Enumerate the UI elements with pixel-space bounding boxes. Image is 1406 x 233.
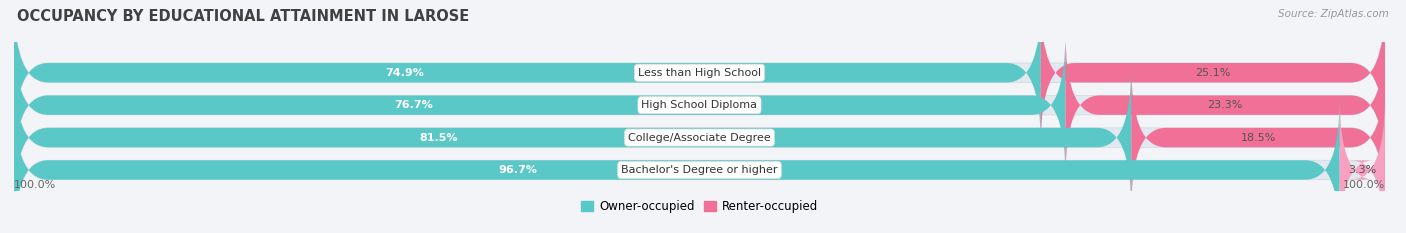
Text: High School Diploma: High School Diploma <box>641 100 758 110</box>
Text: 100.0%: 100.0% <box>14 180 56 190</box>
Text: Source: ZipAtlas.com: Source: ZipAtlas.com <box>1278 9 1389 19</box>
Text: Less than High School: Less than High School <box>638 68 761 78</box>
FancyBboxPatch shape <box>1132 66 1385 209</box>
FancyBboxPatch shape <box>14 1 1385 144</box>
FancyBboxPatch shape <box>14 66 1132 209</box>
Text: 74.9%: 74.9% <box>385 68 423 78</box>
FancyBboxPatch shape <box>1066 34 1385 176</box>
Text: College/Associate Degree: College/Associate Degree <box>628 133 770 143</box>
Text: 81.5%: 81.5% <box>419 133 458 143</box>
Text: 3.3%: 3.3% <box>1348 165 1376 175</box>
FancyBboxPatch shape <box>14 34 1066 176</box>
Text: Bachelor's Degree or higher: Bachelor's Degree or higher <box>621 165 778 175</box>
FancyBboxPatch shape <box>1340 99 1385 233</box>
Text: 23.3%: 23.3% <box>1208 100 1243 110</box>
Legend: Owner-occupied, Renter-occupied: Owner-occupied, Renter-occupied <box>576 195 823 218</box>
Text: 25.1%: 25.1% <box>1195 68 1230 78</box>
FancyBboxPatch shape <box>14 99 1385 233</box>
Text: 100.0%: 100.0% <box>1343 180 1385 190</box>
FancyBboxPatch shape <box>14 34 1385 176</box>
Text: 76.7%: 76.7% <box>394 100 433 110</box>
Text: 18.5%: 18.5% <box>1240 133 1275 143</box>
FancyBboxPatch shape <box>14 66 1385 209</box>
FancyBboxPatch shape <box>1040 1 1385 144</box>
FancyBboxPatch shape <box>14 1 1040 144</box>
Text: 96.7%: 96.7% <box>498 165 537 175</box>
FancyBboxPatch shape <box>14 99 1340 233</box>
Text: OCCUPANCY BY EDUCATIONAL ATTAINMENT IN LAROSE: OCCUPANCY BY EDUCATIONAL ATTAINMENT IN L… <box>17 9 470 24</box>
